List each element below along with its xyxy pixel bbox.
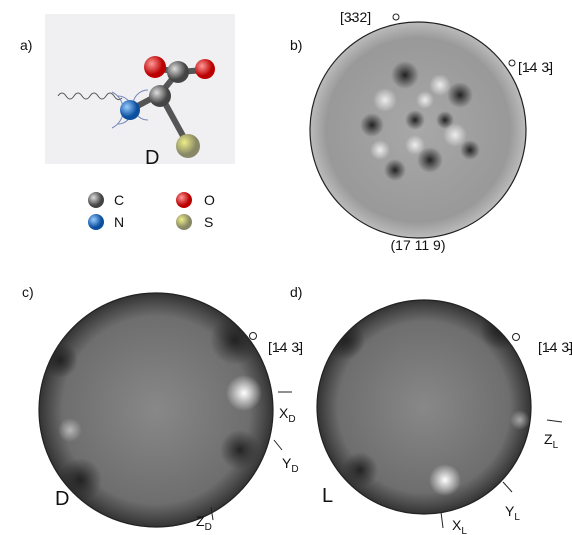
- axis-label: XD: [279, 405, 296, 425]
- figure: a) D C N O S b) [3̵32] [1̵4 3̵] (17 11 9…: [0, 0, 572, 535]
- annotation: [3̵32]: [340, 9, 371, 25]
- panel-label: c): [22, 284, 34, 300]
- panel-label: d): [290, 284, 302, 300]
- enantiomer-label: L: [322, 485, 333, 507]
- panel-label: b): [290, 37, 302, 53]
- legend-swatch: [176, 192, 192, 208]
- annotation: [1̵4 3̵]: [518, 59, 553, 75]
- axis-label: ZL: [544, 431, 559, 451]
- pattern-image: [317, 300, 531, 514]
- molecule-label: D: [145, 147, 159, 169]
- legend-label: N: [114, 214, 124, 230]
- direction-label: [1̵4 3̵]: [538, 339, 572, 355]
- direction-label: [1̵4 3̵]: [268, 339, 303, 355]
- legend-swatch: [176, 214, 192, 230]
- pattern-image: [310, 22, 526, 238]
- axis-label: XL: [452, 517, 467, 535]
- legend-label: O: [204, 192, 215, 208]
- enantiomer-label: D: [55, 488, 69, 510]
- axis-label: YD: [282, 455, 299, 475]
- legend-swatch: [88, 214, 104, 230]
- axis-label: YL: [505, 503, 520, 523]
- legend-swatch: [88, 192, 104, 208]
- axis-label: ZD: [196, 513, 212, 533]
- legend-label: C: [114, 192, 124, 208]
- panel-label: a): [20, 37, 32, 53]
- pattern-image: [39, 293, 273, 527]
- legend-label: S: [204, 214, 213, 230]
- annotation: (17 11 9): [391, 237, 446, 253]
- molecule-image: [45, 14, 235, 164]
